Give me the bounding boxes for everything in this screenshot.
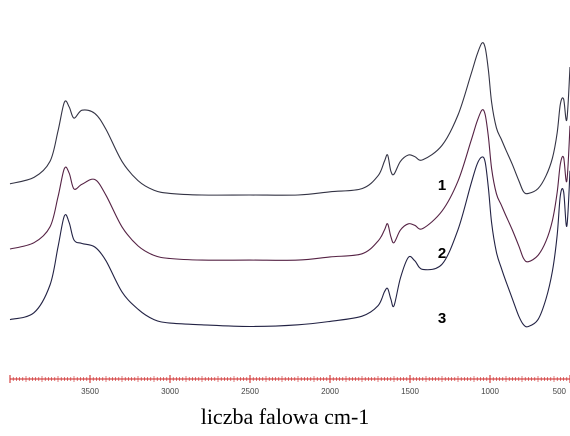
series-labels: 1 2 3 bbox=[438, 177, 446, 327]
series-label-1: 1 bbox=[438, 177, 446, 194]
x-tick-label: 1000 bbox=[481, 387, 499, 396]
spectrum-curve-1 bbox=[9, 42, 570, 196]
spectrum-curve-2 bbox=[9, 109, 570, 263]
x-tick-label: 3500 bbox=[81, 387, 99, 396]
ir-spectrum-chart: 1 2 3 3500 3000 2500 2000 1500 1000 500 bbox=[9, 42, 570, 396]
x-tick-label: 500 bbox=[553, 387, 567, 396]
x-tick-label: 2500 bbox=[241, 387, 259, 396]
x-axis: 3500 3000 2500 2000 1500 1000 500 bbox=[9, 375, 570, 396]
spectrum-curves bbox=[9, 42, 570, 328]
series-label-3: 3 bbox=[438, 310, 446, 327]
spectrum-curve-3 bbox=[9, 156, 570, 328]
x-tick-label: 1500 bbox=[401, 387, 419, 396]
series-label-2: 2 bbox=[438, 245, 446, 262]
x-axis-title: liczba falowa cm-1 bbox=[200, 404, 370, 429]
x-tick-label: 2000 bbox=[321, 387, 339, 396]
x-tick-label: 3000 bbox=[161, 387, 179, 396]
